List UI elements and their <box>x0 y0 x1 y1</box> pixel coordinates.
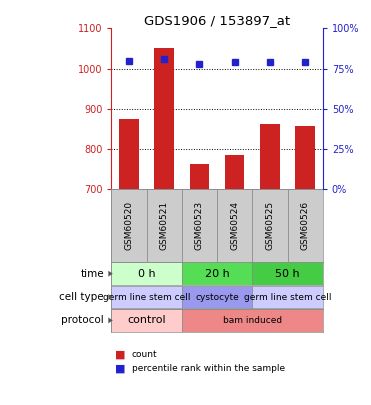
Text: percentile rank within the sample: percentile rank within the sample <box>132 364 285 373</box>
Bar <box>288 189 323 262</box>
Bar <box>147 189 182 262</box>
Bar <box>111 262 182 285</box>
Bar <box>252 189 288 262</box>
Bar <box>190 164 209 189</box>
Text: GSM60525: GSM60525 <box>265 201 275 250</box>
Bar <box>154 48 174 189</box>
Text: GSM60524: GSM60524 <box>230 201 239 250</box>
Text: protocol: protocol <box>61 315 104 325</box>
Text: germ line stem cell: germ line stem cell <box>244 292 331 302</box>
Bar <box>252 286 323 308</box>
Bar <box>225 155 244 189</box>
Polygon shape <box>108 318 113 323</box>
Text: time: time <box>80 269 104 279</box>
Bar <box>260 124 280 189</box>
Text: 0 h: 0 h <box>138 269 155 279</box>
Text: ■: ■ <box>115 350 125 359</box>
Bar <box>182 286 252 308</box>
Bar <box>182 189 217 262</box>
Text: ■: ■ <box>115 364 125 373</box>
Text: GSM60523: GSM60523 <box>195 201 204 250</box>
Bar <box>252 262 323 285</box>
Text: count: count <box>132 350 157 359</box>
Bar <box>182 309 323 332</box>
Bar <box>182 262 252 285</box>
Text: germ line stem cell: germ line stem cell <box>103 292 190 302</box>
Bar <box>217 189 252 262</box>
Polygon shape <box>108 271 113 277</box>
Bar <box>111 309 182 332</box>
Title: GDS1906 / 153897_at: GDS1906 / 153897_at <box>144 14 290 27</box>
Polygon shape <box>108 294 113 300</box>
Bar <box>111 189 147 262</box>
Text: GSM60520: GSM60520 <box>124 201 134 250</box>
Text: 50 h: 50 h <box>275 269 300 279</box>
Bar <box>295 126 315 189</box>
Text: cystocyte: cystocyte <box>195 292 239 302</box>
Text: GSM60521: GSM60521 <box>160 201 169 250</box>
Text: bam induced: bam induced <box>223 316 282 325</box>
Bar <box>111 286 182 308</box>
Text: 20 h: 20 h <box>205 269 229 279</box>
Text: GSM60526: GSM60526 <box>301 201 310 250</box>
Bar <box>119 119 139 189</box>
Text: control: control <box>127 315 166 325</box>
Text: cell type: cell type <box>59 292 104 302</box>
